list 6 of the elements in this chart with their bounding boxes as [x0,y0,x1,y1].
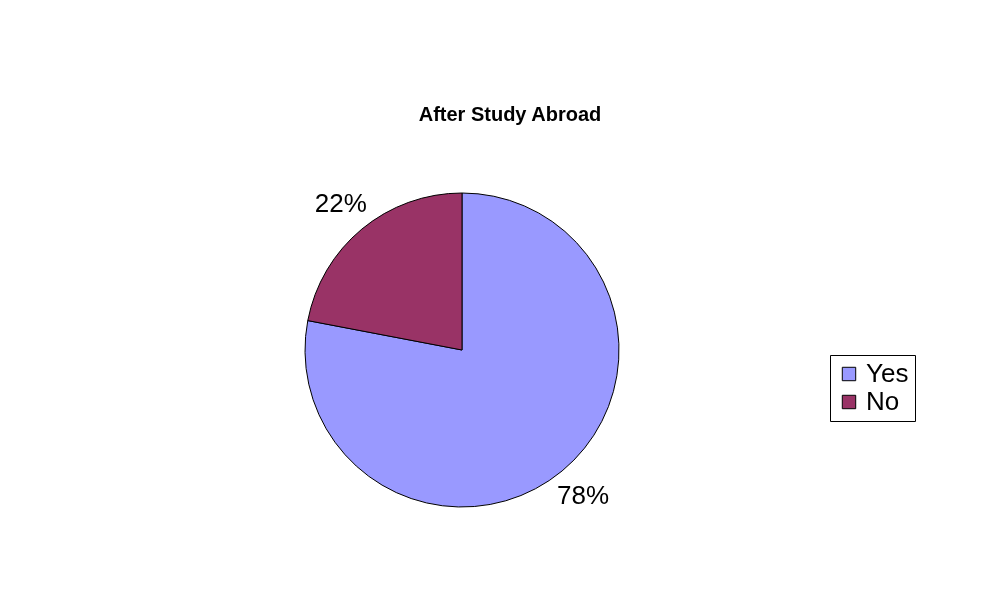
chart-title: After Study Abroad [418,103,602,125]
legend-label: No [866,386,900,416]
data-label: 78% [557,480,610,511]
data-label: 22% [314,187,367,218]
legend-label: Yes [866,358,909,388]
pie-slice [304,192,620,508]
